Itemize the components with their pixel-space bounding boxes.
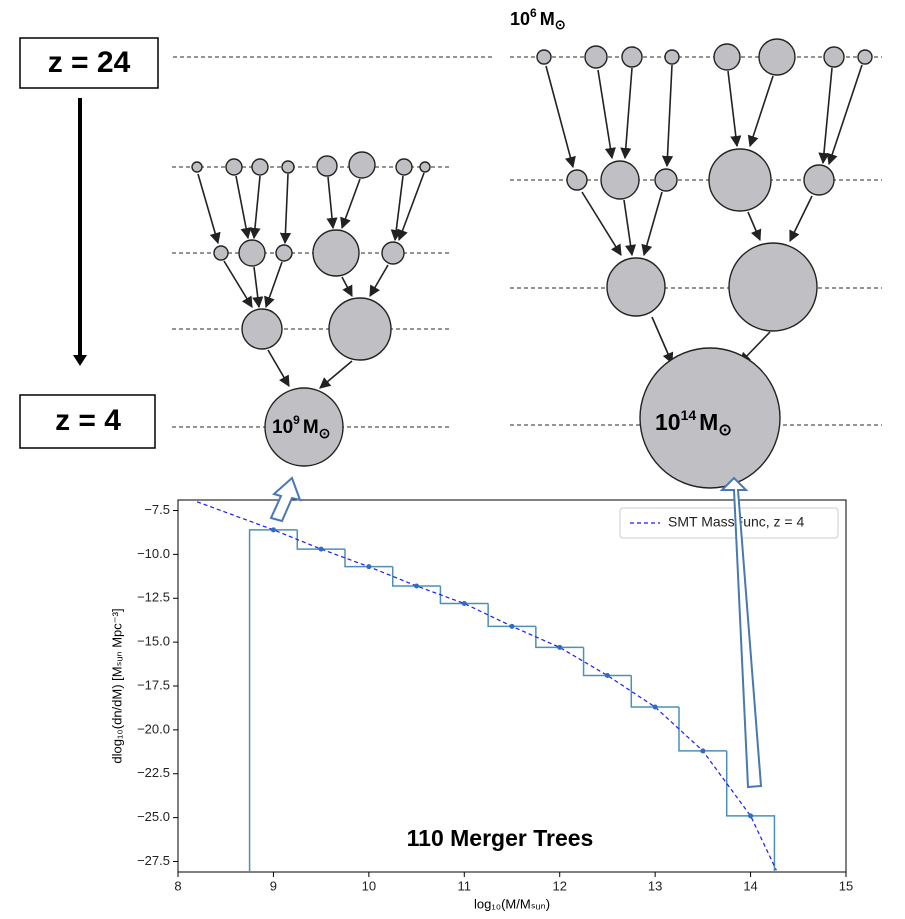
label-box: [19, 37, 159, 89]
pointer-arrow: [269, 476, 302, 523]
pointer-arrow: [719, 476, 763, 789]
mass-label: 109 M⊙: [272, 413, 330, 441]
histogram-step: [439, 585, 489, 605]
data-point: [366, 564, 372, 570]
label-box: [19, 394, 156, 449]
y-tick-label: −25.0: [137, 809, 170, 824]
histogram-step: [391, 566, 441, 587]
x-tick-label: 9: [270, 878, 277, 893]
data-point: [700, 748, 706, 754]
data-point: [748, 813, 754, 819]
merger-arrows: [545, 64, 863, 365]
y-tick-label: −15.0: [137, 634, 170, 649]
x-tick-label: 13: [648, 878, 662, 893]
x-tick-label: 14: [743, 878, 757, 893]
plot-area: [177, 499, 847, 873]
data-point: [509, 623, 515, 629]
time-arrow-head: [73, 355, 87, 366]
data-point: [604, 672, 610, 678]
data-point: [318, 546, 324, 552]
y-tick-label: −12.5: [137, 590, 170, 605]
annotation: 110 Merger Trees: [407, 825, 594, 851]
redshift-label: z = 24: [48, 46, 131, 79]
data-point: [557, 644, 563, 650]
y-axis-label: dlog₁₀(dn/dM) [Mₛᵤₙ Mpc⁻³]: [109, 608, 124, 763]
data-point: [652, 704, 658, 710]
histogram-step: [487, 603, 536, 628]
chart: −7.5 −10.0 −12.5 −15.0 −17.5 −20.0 −22.5 −25.0 −…: [109, 499, 853, 911]
x-tick-label: 12: [552, 878, 566, 893]
y-tick-label: −17.5: [137, 677, 170, 692]
redshift-label: z = 4: [55, 404, 121, 437]
y-tick-label: −22.5: [137, 765, 170, 780]
mass-label: 1014 M⊙: [655, 407, 732, 440]
legend-box: [619, 507, 839, 539]
histogram-step: [296, 529, 345, 550]
histogram-step: [582, 647, 632, 677]
histogram-step: [678, 707, 727, 752]
histogram-step: [630, 675, 679, 708]
mass-label: 106 M⊙: [510, 6, 566, 32]
tree-diagram: z = 24 z = 4: [19, 6, 882, 489]
halos: [191, 151, 431, 467]
data-point: [461, 601, 467, 607]
y-tick-label: −7.5: [144, 502, 170, 517]
y-tick-label: −10.0: [137, 546, 170, 561]
y-tick-label: −27.5: [137, 853, 170, 868]
x-tick-label: 15: [839, 878, 853, 893]
histogram-step: [535, 626, 584, 649]
x-axis-label: log₁₀(M/Mₛᵤₙ): [474, 896, 550, 911]
x-tick-label: 8: [174, 878, 181, 893]
x-tick-label: 10: [362, 878, 376, 893]
histogram-step: [248, 529, 298, 872]
data-point: [270, 527, 276, 533]
y-tick-label: −20.0: [137, 721, 170, 736]
x-tick-label: 11: [458, 878, 472, 893]
data-point: [414, 583, 420, 589]
histogram-step: [344, 549, 393, 568]
halos: [536, 38, 873, 489]
merger-arrows: [197, 172, 425, 389]
